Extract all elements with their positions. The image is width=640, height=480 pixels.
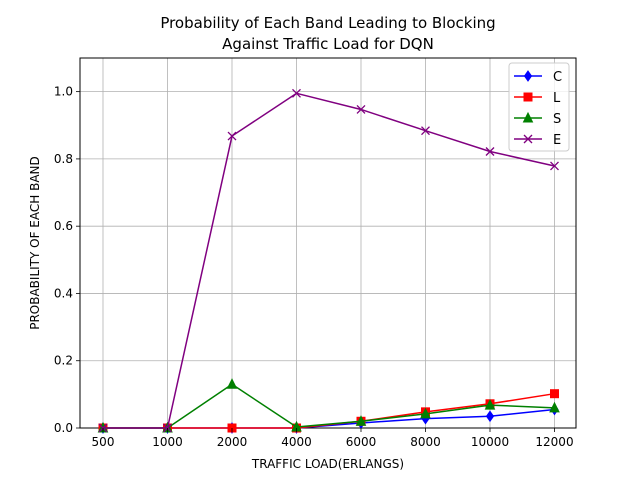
point-s — [549, 401, 560, 413]
x-tick-label: 500 — [92, 435, 115, 449]
x-tick-label: 2000 — [217, 435, 248, 449]
plot-frame — [79, 57, 577, 429]
y-tick-label: 1.0 — [54, 85, 73, 99]
legend-label-s: S — [553, 112, 561, 127]
y-tick-label: 0.0 — [54, 421, 73, 435]
x-marker-stroke — [421, 126, 430, 136]
point-s — [355, 415, 367, 426]
legend-item-l: L — [514, 91, 561, 106]
point-e — [227, 131, 237, 141]
point-e — [356, 105, 366, 114]
point-e — [550, 161, 559, 171]
legend-marker-c — [523, 70, 533, 82]
chart-title-line-1: Probability of Each Band Leading to Bloc… — [160, 14, 495, 32]
y-tick-label: 0.6 — [54, 219, 73, 233]
x-axis-label: TRAFFIC LOAD(ERLANGS) — [251, 457, 404, 471]
point-l — [550, 389, 559, 399]
x-tick-label: 8000 — [410, 435, 441, 449]
legend-label-l: L — [553, 91, 561, 106]
point-e — [485, 147, 495, 156]
chart-title-line-2: Against Traffic Load for DQN — [222, 35, 434, 53]
x-marker-stroke — [227, 131, 237, 141]
legend-item-c: C — [514, 70, 562, 85]
y-tick-label: 0.2 — [54, 354, 73, 368]
x-tick-label: 4000 — [281, 435, 312, 449]
x-marker-stroke — [356, 105, 366, 114]
series-e — [98, 88, 559, 433]
point-s — [226, 378, 238, 389]
legend-item-e: E — [514, 133, 561, 148]
series-line-e — [103, 92, 555, 429]
x-tick-label: 1000 — [152, 435, 183, 449]
series-line-s — [103, 383, 555, 429]
x-marker-stroke — [523, 134, 533, 144]
x-tick-label: 10000 — [471, 435, 509, 449]
point-c — [485, 410, 495, 423]
legend-label-c: C — [553, 70, 562, 85]
legend-marker-s — [522, 111, 534, 123]
grid — [80, 58, 576, 429]
x-tick-label: 12000 — [535, 435, 573, 449]
x-marker-stroke — [485, 147, 495, 156]
y-axis-label: PROBABILITY OF EACH BAND — [28, 156, 42, 330]
x-marker-stroke — [292, 88, 301, 98]
legend-marker-l — [523, 92, 533, 102]
point-s — [484, 399, 496, 410]
point-e — [292, 88, 301, 98]
y-tick-label: 0.4 — [54, 286, 73, 300]
ticks: 500 1000 2000 4000 6000 8000 10000 12000 0.0 0.2 0… — [54, 85, 574, 449]
legend-box — [508, 62, 570, 152]
y-tick-label: 0.8 — [54, 152, 73, 166]
legend-label-e: E — [553, 133, 561, 148]
x-marker-stroke — [550, 161, 559, 171]
legend-item-s: S — [514, 111, 561, 127]
point-s — [420, 407, 431, 419]
legend-marker-e — [523, 134, 533, 144]
x-tick-label: 6000 — [346, 435, 377, 449]
point-e — [421, 126, 430, 136]
